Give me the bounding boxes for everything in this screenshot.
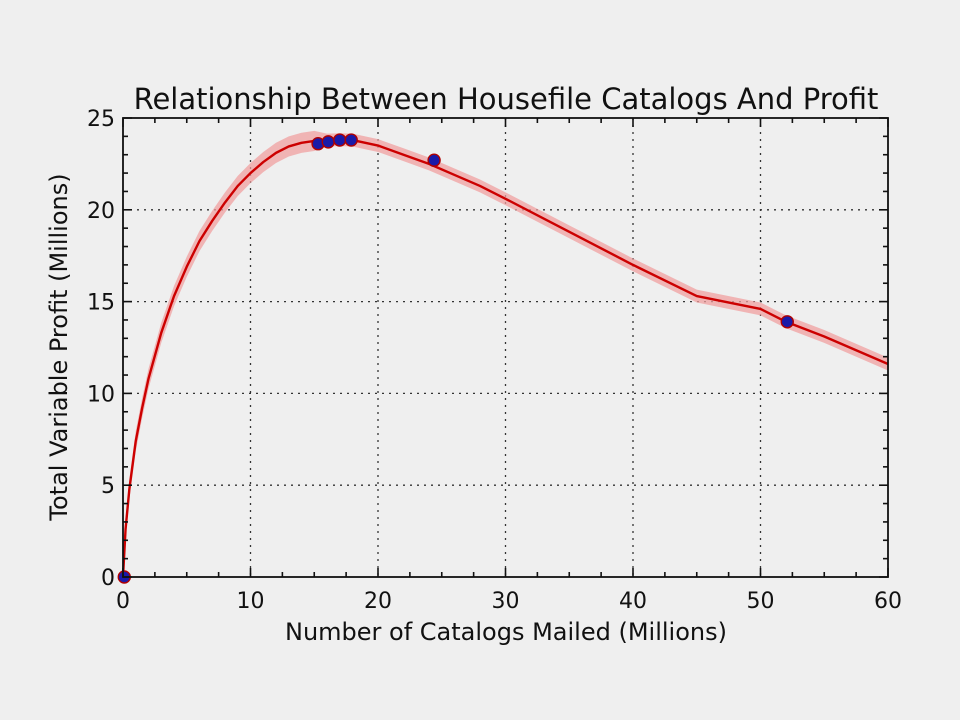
y-tick-label: 25 [87, 107, 115, 132]
fit-line-layer [121, 138, 889, 578]
x-tick-label: 0 [116, 589, 130, 614]
y-tick-label: 20 [87, 199, 115, 224]
data-point [333, 133, 347, 147]
ticks [122, 117, 889, 578]
x-tick-label: 20 [364, 589, 392, 614]
y-tick-label: 15 [87, 291, 115, 316]
y-tick-labels: 0 5 10 15 20 25 [87, 107, 115, 591]
fit-line [121, 138, 889, 578]
data-point [321, 135, 335, 149]
x-tick-label: 30 [492, 589, 520, 614]
y-tick-label: 10 [87, 382, 115, 407]
y-tick-label: 5 [101, 474, 115, 499]
y-axis-label: Total Variable Profit (Millions) [45, 173, 73, 521]
x-tick-labels: 0 10 20 30 40 50 60 [116, 589, 902, 614]
x-tick-label: 50 [747, 589, 775, 614]
data-point [344, 133, 358, 147]
x-tick-label: 60 [874, 589, 902, 614]
data-point [427, 153, 441, 167]
x-tick-label: 40 [619, 589, 647, 614]
x-tick-label: 10 [237, 589, 265, 614]
chart-title: Relationship Between Housefile Catalogs … [134, 82, 879, 116]
x-axis-label: Number of Catalogs Mailed (Millions) [285, 618, 727, 646]
data-point [780, 315, 794, 329]
grid [123, 118, 888, 577]
data-points-layer [117, 133, 794, 584]
y-tick-label: 0 [101, 566, 115, 591]
